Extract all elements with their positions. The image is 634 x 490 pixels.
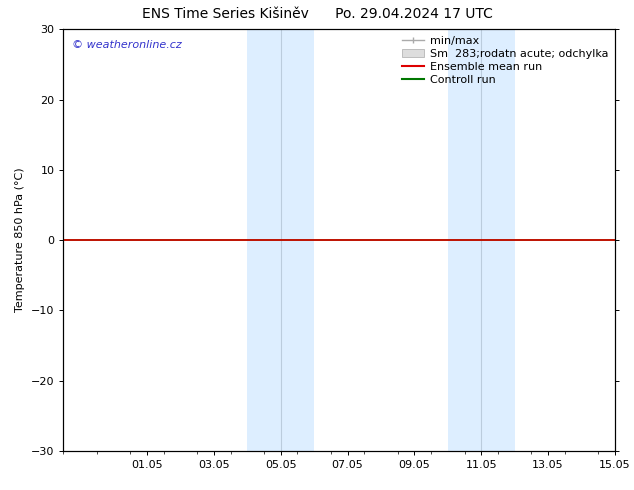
Bar: [448, 29, 515, 451]
Y-axis label: Temperature 850 hPa (°C): Temperature 850 hPa (°C): [15, 168, 25, 313]
Legend: min/max, Sm  283;rodatn acute; odchylka, Ensemble mean run, Controll run: min/max, Sm 283;rodatn acute; odchylka, …: [398, 32, 612, 89]
Bar: [247, 29, 314, 451]
Text: © weatheronline.cz: © weatheronline.cz: [72, 40, 181, 50]
Text: ENS Time Series Kišiněv      Po. 29.04.2024 17 UTC: ENS Time Series Kišiněv Po. 29.04.2024 1…: [141, 7, 493, 22]
